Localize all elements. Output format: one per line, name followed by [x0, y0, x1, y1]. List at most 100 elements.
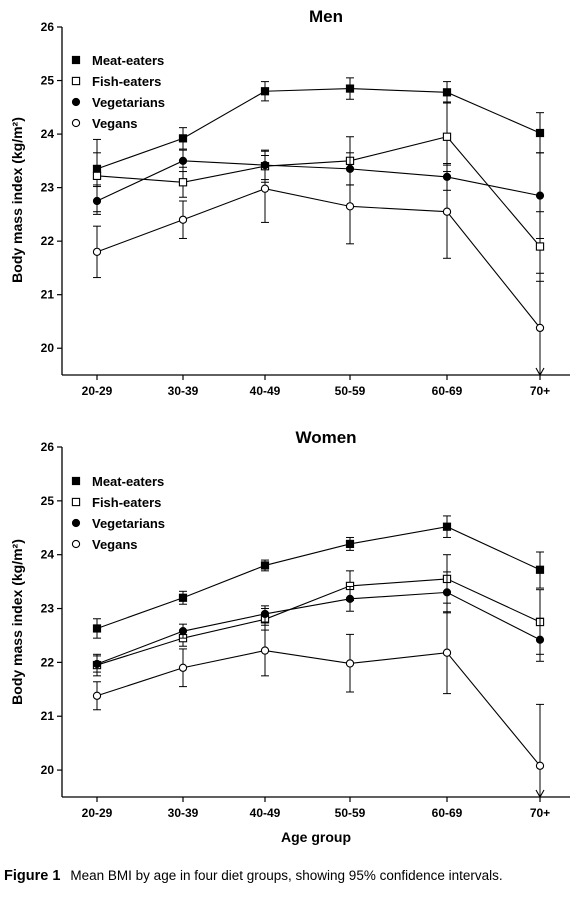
series-line [96, 649, 541, 767]
x-tick-label: 30-39 [168, 806, 199, 820]
series-line [96, 188, 541, 329]
legend: Meat-eaters Fish-eaters Vegetarians Vegans [71, 474, 165, 552]
data-point [178, 663, 188, 672]
figure-caption: Figure 1 Mean BMI by age in four diet gro… [4, 866, 582, 886]
series-fish-eaters [92, 554, 545, 677]
data-point [260, 87, 270, 96]
chart-title: Men [309, 7, 343, 26]
y-tick-label: 25 [41, 494, 55, 508]
data-point [178, 134, 188, 143]
y-tick-label: 26 [41, 440, 55, 454]
y-tick-label: 23 [41, 602, 55, 616]
y-tick-label: 22 [41, 655, 55, 669]
data-point [535, 191, 545, 200]
legend-label-vegetarians: Vegetarians [92, 95, 165, 110]
legend-marker [71, 476, 81, 486]
y-tick-label: 25 [41, 74, 55, 88]
series-line [96, 136, 541, 247]
legend-label-vegetarians: Vegetarians [92, 516, 165, 531]
panel-men: Men 20 21 22 23 24 25 26 20-29 30-39 40-49 50-59 60-… [9, 7, 570, 398]
data-point [260, 561, 270, 570]
x-axis-label: Age group [281, 829, 351, 845]
data-point [92, 691, 102, 700]
x-tick-label: 70+ [530, 384, 550, 398]
data-point [178, 178, 188, 187]
legend-marker [71, 497, 81, 507]
legend-label-meat-eaters: Meat-eaters [92, 53, 164, 68]
data-point [178, 593, 188, 602]
y-axis-label: Body mass index (kg/m²) [9, 117, 25, 283]
y-axis-label: Body mass index (kg/m²) [9, 539, 25, 705]
y-tick-label: 20 [41, 763, 55, 777]
data-point [535, 323, 545, 333]
data-point [345, 659, 355, 668]
caption-label: Figure 1 [4, 868, 61, 884]
y-tick-label: 24 [41, 127, 55, 141]
panel-women: Women 20 21 22 23 24 25 26 20-29 30-39 40-49 50-59 6… [9, 428, 570, 845]
legend-label-vegans: Vegans [92, 537, 138, 552]
legend-marker [71, 55, 81, 65]
legend-marker [71, 97, 81, 107]
data-point [260, 646, 270, 655]
y-tick-label: 22 [41, 234, 55, 248]
data-point [345, 594, 355, 603]
y-tick-label: 24 [41, 548, 55, 562]
data-point [535, 761, 545, 770]
data-point [535, 128, 545, 138]
series-line [96, 578, 541, 666]
data-point [442, 648, 452, 657]
data-point [260, 184, 270, 193]
series-line [96, 591, 541, 665]
error-arrow-down [535, 367, 545, 377]
series-vegetarians [92, 149, 545, 239]
series-meat-eaters [92, 77, 545, 186]
legend-marker [71, 118, 81, 128]
legend-label-meat-eaters: Meat-eaters [92, 474, 164, 489]
data-point [535, 242, 545, 251]
x-tick-label: 40-49 [250, 384, 281, 398]
data-point [178, 156, 188, 165]
data-point [535, 635, 545, 644]
data-point [92, 624, 102, 633]
data-point [442, 132, 452, 141]
legend-marker [71, 539, 81, 549]
error-arrow-down [535, 789, 545, 799]
data-point [92, 659, 102, 669]
data-point [442, 207, 452, 216]
y-tick-label: 21 [41, 709, 55, 723]
series-vegans [92, 611, 545, 799]
y-tick-label: 20 [41, 341, 55, 355]
series-line [96, 88, 541, 170]
caption-text: Mean BMI by age in four diet groups, sho… [70, 868, 503, 883]
data-point [442, 88, 452, 97]
y-tick-label: 23 [41, 181, 55, 195]
chart-title: Women [295, 428, 356, 447]
legend-label-fish-eaters: Fish-eaters [92, 495, 161, 510]
data-point [345, 539, 355, 549]
data-point [442, 522, 452, 531]
y-tick-label: 26 [41, 20, 55, 34]
data-point [535, 565, 545, 574]
series-vegetarians [92, 571, 545, 673]
data-point [345, 202, 355, 211]
x-tick-label: 70+ [530, 806, 550, 820]
x-tick-label: 30-39 [168, 384, 199, 398]
series-line [96, 160, 541, 202]
legend-label-vegans: Vegans [92, 116, 138, 131]
legend-label-fish-eaters: Fish-eaters [92, 74, 161, 89]
legend-marker [71, 76, 81, 86]
data-point [345, 84, 355, 93]
x-tick-label: 60-69 [432, 806, 463, 820]
series-meat-eaters [92, 515, 545, 639]
data-point [92, 171, 102, 180]
series-line [96, 526, 541, 629]
y-tick-label: 21 [41, 288, 55, 302]
x-tick-label: 60-69 [432, 384, 463, 398]
legend-marker [71, 518, 81, 528]
x-tick-label: 20-29 [82, 384, 113, 398]
legend: Meat-eaters Fish-eaters Vegetarians Vegans [71, 53, 165, 131]
x-tick-label: 50-59 [335, 384, 366, 398]
x-tick-label: 40-49 [250, 806, 281, 820]
series-fish-eaters [92, 101, 545, 282]
